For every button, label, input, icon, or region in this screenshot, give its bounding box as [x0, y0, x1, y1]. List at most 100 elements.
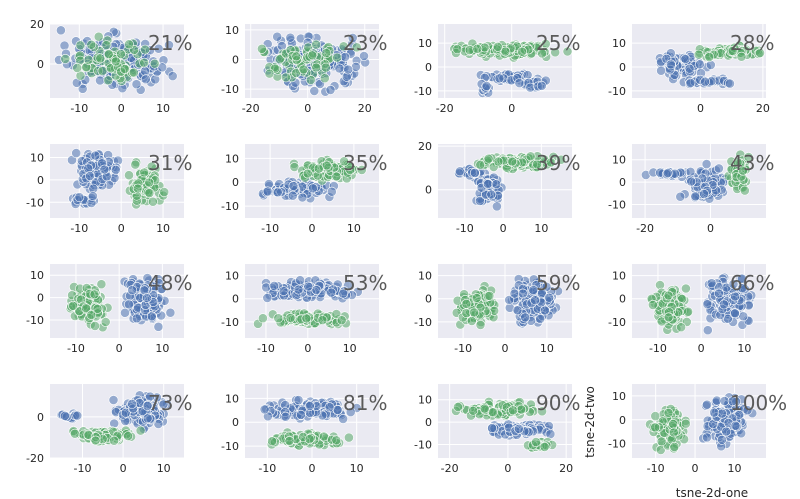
scatter-point	[96, 279, 107, 290]
scatter-point	[700, 76, 710, 87]
scatter-point	[681, 283, 691, 294]
scatter-point	[743, 152, 754, 162]
x-tick-label: 10	[540, 342, 554, 355]
scatter-point	[325, 85, 336, 95]
scatter-point	[128, 67, 139, 78]
y-tick-label: 0	[232, 293, 239, 306]
subplot-1: -10 0 10 0 20 21%	[30, 18, 192, 115]
scatter-point	[264, 68, 275, 79]
y-tick-label: 10	[225, 392, 239, 405]
scatter-point	[461, 298, 472, 309]
scatter-point	[280, 411, 291, 422]
scatter-point	[730, 291, 740, 302]
y-tick-label: 10	[418, 270, 432, 283]
scatter-point	[486, 189, 497, 200]
y-tick-label: 10	[612, 270, 626, 283]
scatter-point	[278, 286, 289, 296]
scatter-point	[468, 405, 478, 416]
scatter-points	[646, 272, 757, 336]
scatter-point	[131, 79, 142, 90]
scatter-point	[291, 51, 302, 62]
scatter-point	[702, 299, 713, 310]
scatter-point	[305, 75, 316, 85]
scatter-points	[56, 390, 172, 447]
scatter-point	[518, 288, 528, 299]
scatter-point	[537, 48, 547, 59]
scatter-point	[550, 47, 561, 58]
scatter-point	[142, 413, 153, 424]
scatter-point	[693, 49, 704, 60]
scatter-point	[472, 43, 483, 54]
scatter-point	[359, 51, 369, 61]
scatter-point	[683, 306, 693, 317]
y-tick-label: -20	[26, 452, 44, 465]
scatter-point	[72, 410, 83, 421]
y-tick-label: 10	[612, 37, 626, 50]
scatter-point	[504, 295, 515, 305]
scatter-point	[297, 192, 308, 203]
plot-background	[438, 24, 572, 98]
scatter-point	[302, 168, 313, 179]
scatter-point	[141, 293, 152, 303]
scatter-point	[60, 54, 71, 64]
scatter-point	[272, 31, 283, 42]
scatter-point	[531, 437, 541, 447]
subplot-13: -10 0 10 -20 0 73%	[26, 384, 192, 475]
scatter-point	[307, 183, 318, 194]
x-tick-label: 10	[534, 222, 548, 235]
scatter-point	[130, 159, 141, 170]
scatter-point	[132, 183, 143, 194]
x-tick-label: -10	[456, 222, 474, 235]
scatter-point	[540, 305, 550, 316]
scatter-point	[272, 187, 283, 198]
scatter-point	[165, 307, 176, 318]
percent-annotation: 66%	[730, 271, 774, 295]
scatter-point	[680, 418, 691, 429]
scatter-point	[123, 299, 134, 310]
scatter-point	[293, 395, 304, 405]
scatter-point	[135, 425, 146, 436]
subplot-16: -10 0 10 -10 0 10 100%	[608, 384, 787, 475]
y-tick-label: 10	[418, 37, 432, 50]
y-tick-label: -10	[608, 199, 626, 212]
y-tick-label: -10	[26, 196, 44, 209]
x-tick-label: 0	[502, 342, 509, 355]
percent-annotation: 35%	[343, 151, 387, 175]
scatter-point	[537, 406, 547, 417]
y-tick-label: 0	[37, 292, 44, 305]
scatter-point	[701, 159, 712, 169]
scatter-point	[257, 313, 268, 324]
y-tick-label: -10	[608, 85, 626, 98]
scatter-point	[725, 78, 735, 89]
scatter-point	[139, 167, 150, 178]
x-tick-label: 0	[500, 222, 507, 235]
scatter-point	[95, 53, 106, 64]
scatter-point	[261, 282, 272, 293]
scatter-point	[298, 64, 309, 75]
scatter-point	[356, 164, 367, 175]
x-tick-label: 0	[118, 222, 125, 235]
x-tick-label: 0	[116, 342, 123, 355]
scatter-point	[727, 46, 738, 56]
scatter-point	[99, 164, 110, 175]
scatter-point	[156, 283, 167, 294]
scatter-point	[100, 317, 111, 327]
scatter-point	[71, 148, 82, 158]
subplot-9: -10 0 10 -10 0 10 48%	[26, 264, 192, 355]
x-tick-label: -10	[257, 342, 275, 355]
scatter-point	[732, 157, 743, 168]
scatter-point	[85, 171, 95, 181]
scatter-point	[285, 312, 296, 323]
y-tick-label: 0	[619, 293, 626, 306]
scatter-point	[469, 167, 480, 178]
y-tick-label: -10	[608, 316, 626, 329]
scatter-point	[90, 320, 100, 331]
scatter-point	[259, 404, 270, 415]
scatter-point	[492, 41, 503, 52]
scatter-point	[514, 78, 525, 88]
x-tick-label: -20	[242, 102, 260, 115]
x-tick-label: -10	[649, 342, 667, 355]
percent-annotation: 31%	[148, 151, 192, 175]
scatter-point	[164, 40, 174, 50]
y-tick-label: 0	[425, 184, 432, 197]
